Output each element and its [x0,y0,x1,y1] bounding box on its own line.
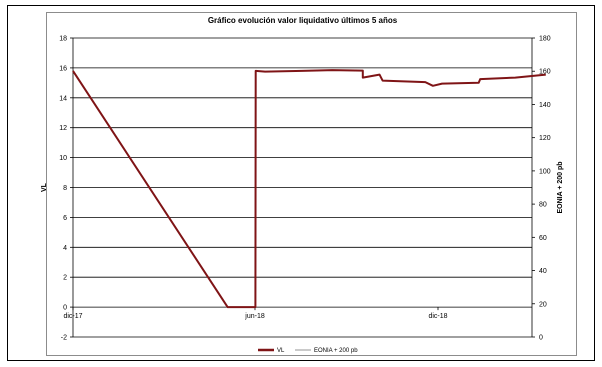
y-right-tick-label: 20 [539,301,547,308]
x-tick-label: dic-17 [63,313,82,320]
x-tick-label: jun-18 [244,313,265,320]
x-tick-label: dic-18 [428,313,447,320]
y-right-tick-label: 180 [539,36,551,43]
y-right-tick-label: 120 [539,135,551,142]
y-left-tick-label: 4 [63,245,67,252]
y-right-tick-label: 0 [539,335,543,342]
chart-title: Gráfico evolución valor liquidativo últi… [208,16,398,25]
y-right-tick-label: 40 [539,268,547,275]
y-left-tick-label: -2 [61,335,67,342]
y-right-axis-label: EONIA + 200 pb [557,161,564,213]
y-right-tick-label: 60 [539,235,547,242]
series-line-vl [72,69,546,309]
legend-label-eonia: EONIA + 200 pb [314,348,358,354]
y-right-tick-label: 160 [539,69,551,76]
y-left-tick-label: 16 [59,65,67,72]
legend-label-vl: VL [277,348,285,354]
y-left-tick-label: 10 [59,155,67,162]
y-left-tick-label: 14 [59,95,67,102]
y-right-tick-label: 80 [539,202,547,209]
y-left-tick-label: 12 [59,125,67,132]
chart-area [46,12,577,356]
chart-frame [7,5,595,361]
y-right-tick-label: 140 [539,102,551,109]
y-left-axis-label: VL [41,182,48,192]
y-left-tick-label: 2 [63,275,67,282]
y-right-tick-label: 100 [539,168,551,175]
y-left-tick-label: 18 [59,36,67,43]
y-left-tick-label: 6 [63,215,67,222]
y-left-tick-label: 8 [63,185,67,192]
y-left-tick-label: 0 [63,305,67,312]
